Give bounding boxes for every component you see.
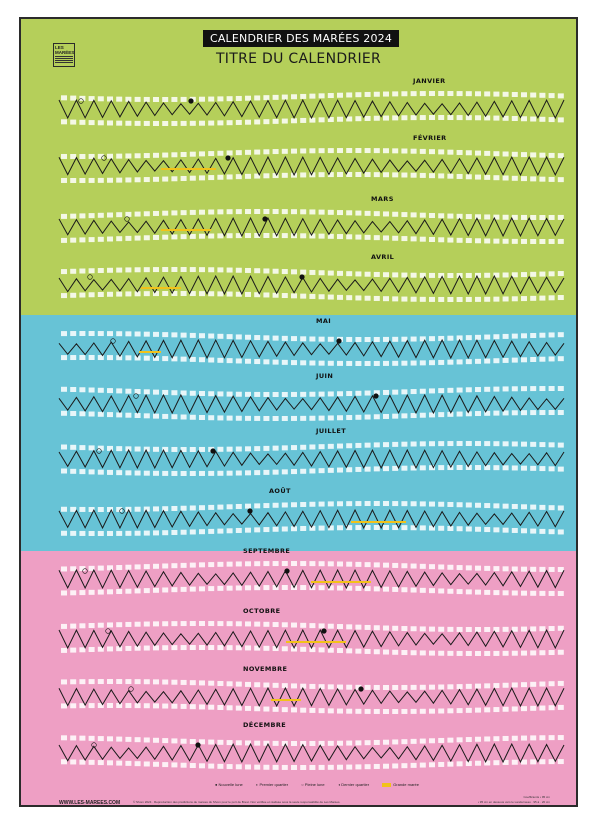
month-row-0: JANVIER: [21, 77, 576, 139]
month-label: JUILLET: [316, 427, 347, 435]
month-row-1: FÉVRIER: [21, 134, 576, 196]
month-row-3: AVRIL: [21, 253, 576, 315]
tide-curve: [58, 267, 565, 302]
month-label: AOÛT: [269, 487, 291, 495]
tide-curve: [58, 621, 565, 656]
month-label: SEPTEMBRE: [243, 547, 291, 555]
moon-legend: ● Nouvelle lune ◐ Premier quartier ○ Ple…: [215, 782, 431, 787]
legend-first-quarter: ◐ Premier quartier: [255, 782, 289, 787]
tide-curve: [58, 386, 565, 421]
legend-last-quarter: ◑ Dernier quartier: [337, 782, 370, 787]
logo-text: LES MARÉES: [55, 45, 75, 55]
tide-curve: [58, 561, 565, 596]
month-label: JANVIER: [413, 77, 446, 85]
section-autumn: [21, 551, 576, 805]
legend-new-moon: ● Nouvelle lune: [215, 782, 243, 787]
month-label: JUIN: [316, 372, 334, 380]
tide-calendar-poster: LES MARÉES CALENDRIER DES MARÉES 2024 TI…: [19, 17, 578, 807]
month-row-10: NOVEMBRE: [21, 665, 576, 727]
month-label: MARS: [371, 195, 394, 203]
logo-bars-icon: [55, 56, 73, 64]
month-label: DÉCEMBRE: [243, 721, 287, 729]
month-label: FÉVRIER: [413, 134, 447, 142]
footer-note: © Shom 2024 · Reproduction des prédictio…: [133, 800, 341, 804]
brand-logo: LES MARÉES: [53, 43, 75, 67]
tide-curve: [58, 441, 565, 476]
month-row-7: AOÛT: [21, 487, 576, 549]
month-label: MAI: [316, 317, 332, 325]
month-row-9: OCTOBRE: [21, 607, 576, 669]
tide-curve: [58, 679, 565, 714]
legend-full-moon: ○ Pleine lune: [301, 782, 325, 787]
tide-curve: [58, 501, 565, 536]
tide-curve: [58, 91, 565, 126]
month-row-2: MARS: [21, 195, 576, 257]
poster-title: CALENDRIER DES MARÉES 2024: [203, 30, 399, 47]
tide-curve: [58, 735, 565, 770]
month-row-8: SEPTEMBRE: [21, 547, 576, 609]
month-label: NOVEMBRE: [243, 665, 288, 673]
month-label: OCTOBRE: [243, 607, 281, 615]
tide-curve: [58, 331, 565, 366]
month-row-4: MAI: [21, 317, 576, 379]
month-row-6: JUILLET: [21, 427, 576, 489]
footer-url: WWW.LES-MAREES.COM: [59, 800, 121, 806]
tide-curve: [58, 148, 565, 183]
footer-right-note: Coefficients • 95 cm • 95 cm en dessous …: [477, 795, 550, 804]
legend-big-tide: Grande marée: [382, 782, 425, 787]
poster-subtitle: TITRE DU CALENDRIER: [215, 51, 382, 67]
month-row-11: DÉCEMBRE: [21, 721, 576, 783]
month-row-5: JUIN: [21, 372, 576, 434]
big-tide-swatch-icon: [382, 782, 392, 787]
month-label: AVRIL: [371, 253, 395, 261]
tide-curve: [58, 209, 565, 244]
